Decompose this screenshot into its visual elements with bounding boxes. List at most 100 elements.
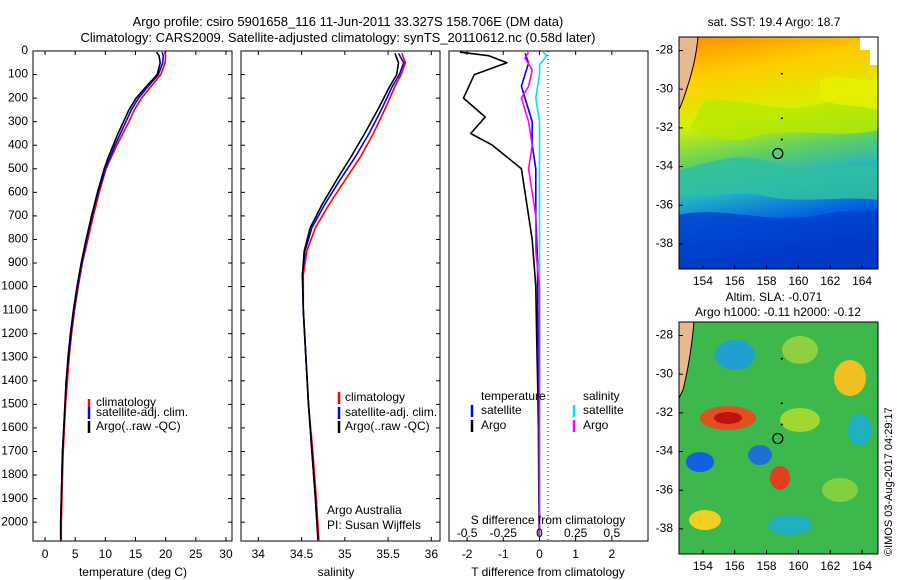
series-line-s-argo (520, 51, 541, 537)
map-x-tick-label: 162 (820, 559, 840, 573)
x-tick-label: 25 (189, 547, 203, 561)
map-y-tick-label: -34 (656, 159, 674, 173)
y-tick-label: 700 (8, 208, 28, 222)
map-y-tick-label: -34 (656, 444, 674, 458)
legend-label-satellite: satellite-adj. clim. (345, 405, 437, 419)
series-line-argo (59, 51, 161, 539)
map-y-tick-label: -28 (656, 328, 674, 342)
argo-location-marker (772, 147, 784, 160)
series-line-t-argo (459, 51, 540, 537)
x-tick2-label: -0.5 (457, 526, 478, 540)
x-tick2-label: -0.25 (490, 526, 518, 540)
x-tick2-label: 0 (536, 526, 543, 540)
x-tick-label: 35.5 (376, 547, 400, 561)
y-tick-label: 1900 (1, 491, 28, 505)
map-y-tick-label: -36 (656, 482, 674, 496)
legend-header-salinity: salinity (583, 389, 620, 403)
legend-label-satellite: satellite-adj. clim. (96, 405, 188, 419)
sla-map: 154 156 158 160 162 164 -28 -30 -32 -34 -36 -38 (656, 321, 879, 573)
x-tick-label: 1 (572, 547, 579, 561)
legend-label-argo: Argo(..raw -QC) (345, 419, 430, 433)
y-tick-label: 1200 (1, 326, 28, 340)
map-x-tick-label: 160 (788, 559, 808, 573)
map-y-tick-label: -30 (656, 81, 674, 95)
header-line1: Argo profile: csiro 5901658_116 11-Jun-2… (133, 14, 564, 29)
map-x-tick-label: 162 (820, 274, 840, 288)
x-tick-label: 34.5 (290, 547, 314, 561)
map-x-tick-label: 164 (852, 274, 872, 288)
y-tick-label: 0 (21, 43, 28, 57)
y-tick-label: 600 (8, 185, 28, 199)
y-tick-label: 1100 (2, 302, 28, 316)
y-tick-label: 1600 (1, 420, 28, 434)
map-y-tick-label: -38 (656, 521, 674, 535)
y-tick-label: 200 (8, 90, 28, 104)
series-line-argo (301, 53, 400, 539)
x-tick-label: 10 (99, 547, 113, 561)
map-x-tick-label: 156 (725, 559, 745, 573)
legend-label-argo: Argo(..raw -QC) (96, 419, 181, 433)
map-y-tick-label: -36 (656, 197, 674, 211)
map-y-tick-label: -28 (656, 43, 674, 57)
t-difference-label: T difference from climatology (471, 565, 625, 579)
sla-map-subtitle: Argo h1000: -0.11 h2000: -0.12 (695, 305, 861, 319)
map-y-tick-label: -30 (656, 366, 674, 380)
sst-map: 154 156 158 160 162 164 -28 -30 -32 -34 -36 -38 (656, 36, 879, 288)
x-tick-label: 30 (219, 547, 233, 561)
y-tick-label: 1500 (1, 397, 28, 411)
annotation-institution: Argo Australia (327, 503, 402, 517)
map-x-tick-label: 156 (725, 274, 745, 288)
y-tick-label: 500 (8, 161, 28, 175)
track-point (780, 138, 783, 141)
track-point (780, 72, 783, 75)
y-tick-label: 1000 (1, 279, 28, 293)
x-tick-label: 15 (129, 547, 143, 561)
legend-label-s-satellite: satellite (583, 403, 624, 417)
x-tick-label: 20 (159, 547, 173, 561)
s-difference-label: S difference from climatology (471, 513, 626, 527)
map-y-tick-label: -32 (656, 405, 674, 419)
x-tick-label: 34 (252, 547, 266, 561)
temperature-xlabel: temperature (deg C) (79, 565, 187, 579)
credit-text: ©IMOS 03-Aug-2017 04:29:17 (883, 407, 895, 556)
salinity-legend: climatology satellite-adj. clim. Argo(..… (337, 390, 437, 433)
argo-location-marker (772, 432, 784, 445)
x-tick2-label: 0.5 (603, 526, 620, 540)
x-tick-label: -2 (462, 547, 473, 561)
map-x-tick-label: 158 (757, 559, 777, 573)
sla-map-title: Altim. SLA: -0.071 (726, 290, 823, 304)
map-y-tick-label: -38 (656, 236, 674, 250)
track-point (780, 423, 783, 426)
legend-label-s-argo: Argo (583, 418, 609, 432)
map-x-tick-label: 160 (788, 274, 808, 288)
track-point (780, 402, 783, 405)
australia-coast (679, 322, 694, 398)
annotation-pi: PI: Susan Wijffels (327, 518, 421, 532)
x-tick-label: 0 (42, 547, 49, 561)
sst-map-title: sat. SST: 19.4 Argo: 18.7 (708, 15, 841, 29)
salinity-axes (240, 50, 441, 542)
header-line2: Climatology: CARS2009. Satellite-adjuste… (81, 30, 596, 45)
y-tick-label: 1400 (1, 373, 28, 387)
y-tick-label: 1300 (1, 349, 28, 363)
map-y-tick-label: -32 (656, 120, 674, 134)
map-x-tick-label: 154 (693, 559, 713, 573)
map-x-tick-label: 164 (852, 559, 872, 573)
temperature-panel: 0100200300400500600700800900100011001200… (1, 43, 233, 579)
sla-map-frame (678, 321, 879, 555)
legend-label-climatology: climatology (345, 390, 405, 404)
sst-map-frame (678, 36, 879, 270)
y-tick-label: 800 (8, 232, 28, 246)
difference-legend: temperature satellite Argo salinity sate… (470, 389, 624, 432)
track-point (780, 357, 783, 360)
y-tick-label: 1800 (1, 467, 28, 481)
track-point (780, 117, 783, 120)
salinity-xlabel: salinity (318, 565, 355, 579)
temperature-axes (32, 50, 233, 542)
salinity-panel: 34 34.5 35 35.5 36 salinity climatology sate… (240, 50, 441, 579)
y-tick-label: 100 (8, 67, 28, 81)
x-tick-label: 35 (338, 547, 352, 561)
australia-coast (679, 37, 698, 110)
x-tick-label: 36 (425, 547, 439, 561)
x-tick-label: -1 (498, 547, 509, 561)
